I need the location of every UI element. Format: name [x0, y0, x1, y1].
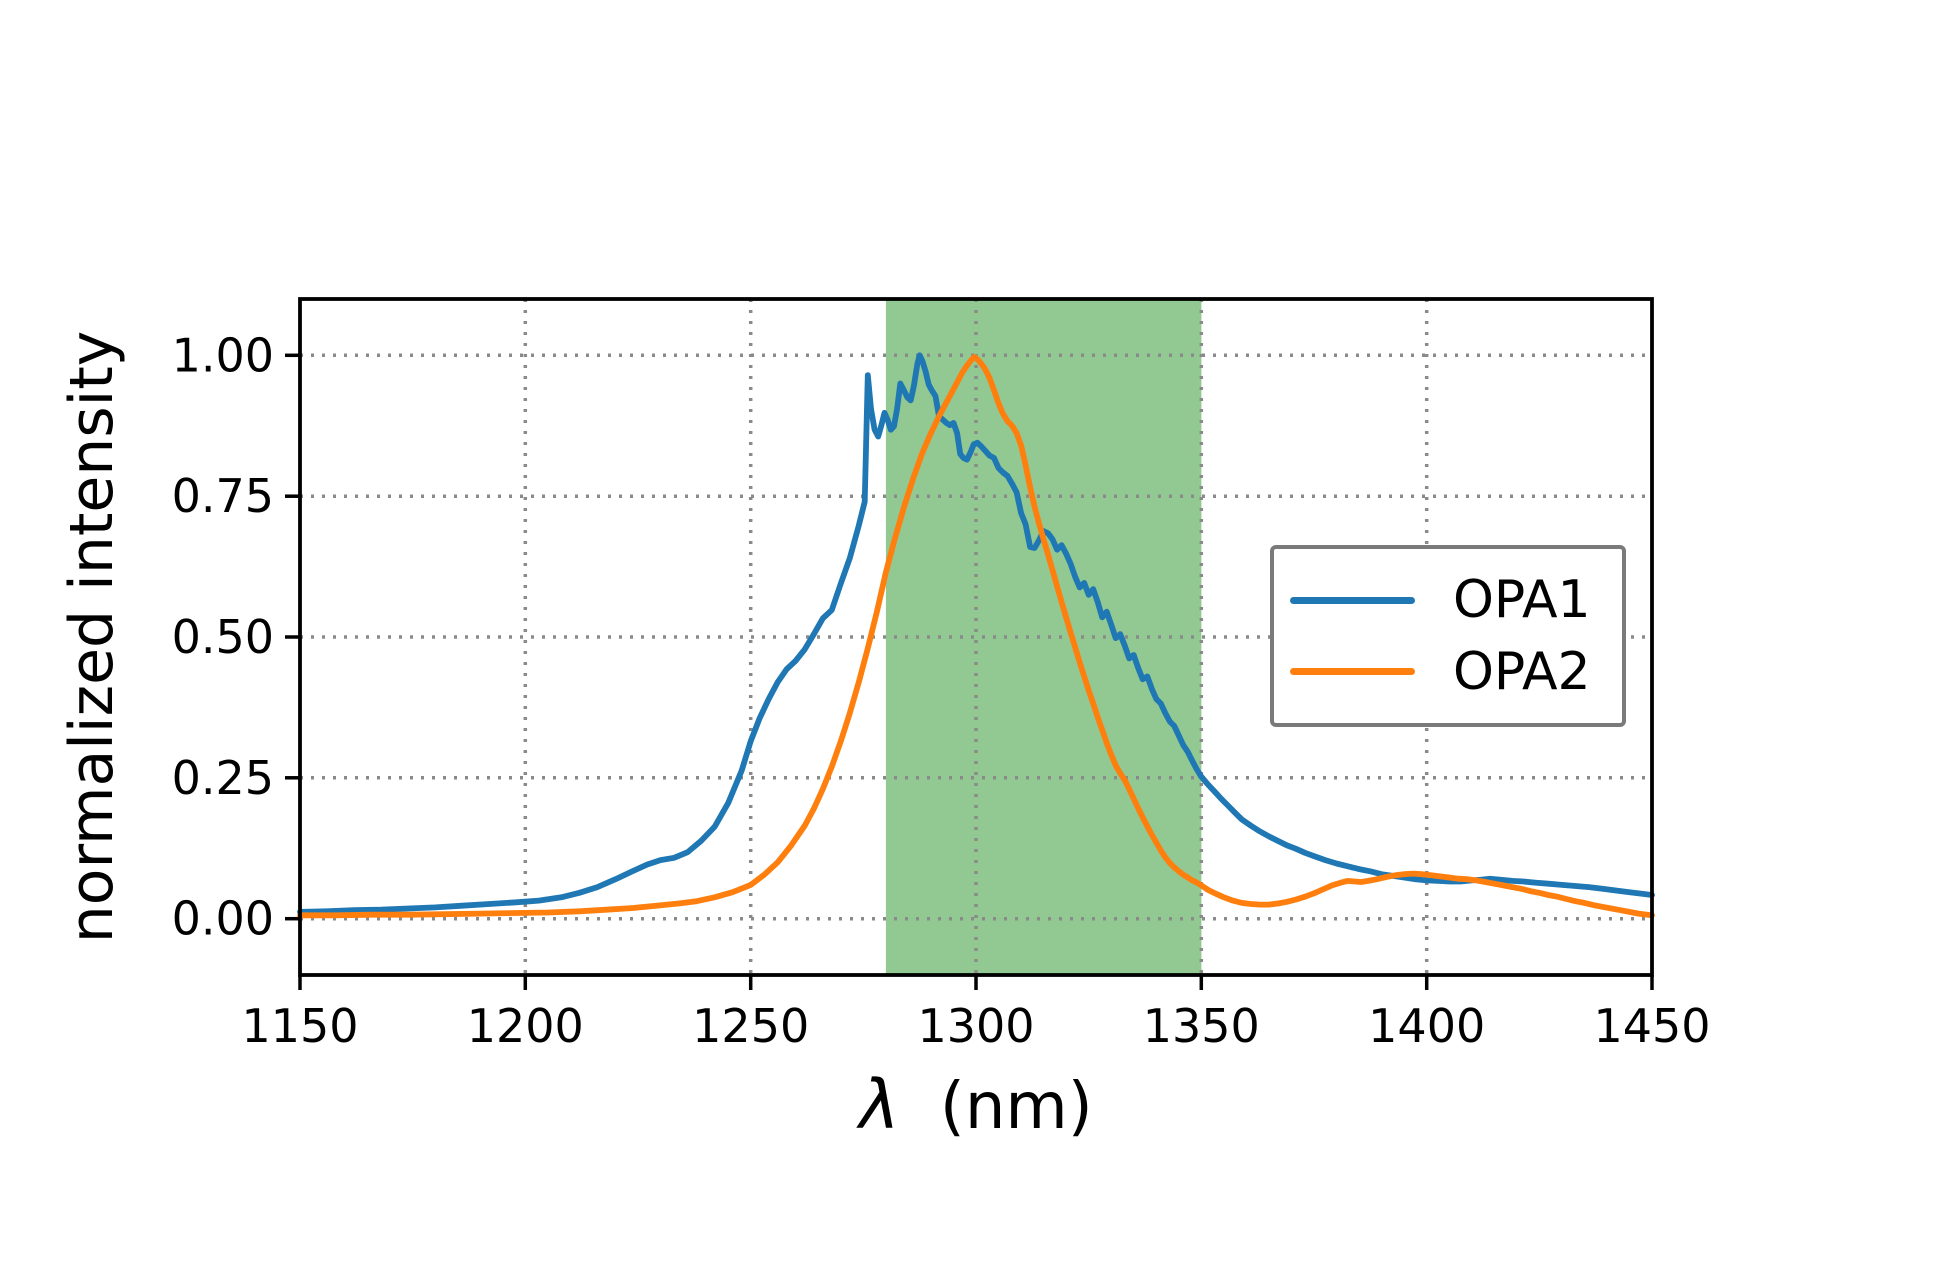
- y-tick-label: 0.25: [172, 751, 274, 805]
- lambda-symbol: λ: [856, 1066, 899, 1145]
- series-line-opa1: [297, 352, 1655, 915]
- x-tick-label: 1400: [1368, 999, 1485, 1053]
- y-tick-label: 1.00: [172, 328, 274, 382]
- x-axis-label: λ (nm): [856, 1066, 1092, 1145]
- y-tick-label: 0.75: [172, 469, 274, 523]
- x-tick-label: 1300: [917, 999, 1034, 1053]
- legend-item-opa2: OPA2: [1290, 646, 1622, 698]
- y-axis-label: normalized intensity: [57, 331, 127, 944]
- highlight-band: [885, 299, 1202, 975]
- y-tick-label: 0.50: [172, 610, 274, 664]
- x-tick-label: 1200: [467, 999, 584, 1053]
- legend-line-opa2-icon: [1290, 668, 1415, 676]
- x-axis-unit: (nm): [940, 1070, 1093, 1144]
- x-tick-label: 1350: [1143, 999, 1260, 1053]
- x-tick-label: 1150: [241, 999, 358, 1053]
- series-line-opa2: [297, 354, 1655, 919]
- legend: OPA1 OPA2: [1270, 545, 1626, 727]
- x-tick-label: 1250: [692, 999, 809, 1053]
- y-tick-label: 0.00: [172, 892, 274, 946]
- legend-label-opa2: OPA2: [1453, 641, 1591, 702]
- x-tick-label: 1450: [1593, 999, 1710, 1053]
- legend-label-opa1: OPA1: [1453, 570, 1591, 631]
- legend-item-opa1: OPA1: [1290, 574, 1622, 626]
- legend-line-opa1-icon: [1290, 596, 1415, 604]
